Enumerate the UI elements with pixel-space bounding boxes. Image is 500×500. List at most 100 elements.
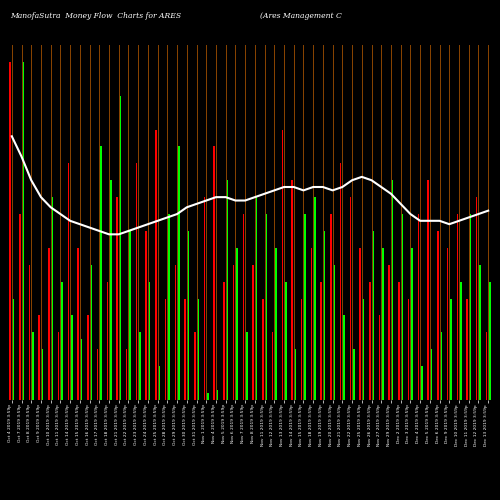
Bar bbox=[87, 316, 88, 400]
Bar bbox=[456, 214, 458, 400]
Bar bbox=[447, 248, 448, 400]
Bar bbox=[476, 197, 478, 400]
Bar bbox=[412, 248, 413, 400]
Bar bbox=[52, 197, 53, 400]
Bar bbox=[168, 214, 170, 400]
Bar bbox=[19, 214, 20, 400]
Bar bbox=[450, 298, 452, 400]
Bar bbox=[437, 231, 438, 400]
Bar bbox=[155, 130, 156, 400]
Bar bbox=[48, 248, 50, 400]
Bar bbox=[282, 130, 283, 400]
Bar bbox=[360, 248, 361, 400]
Bar bbox=[146, 231, 147, 400]
Bar bbox=[440, 332, 442, 400]
Bar bbox=[480, 265, 481, 400]
Bar bbox=[116, 197, 117, 400]
Bar bbox=[13, 298, 15, 400]
Bar bbox=[214, 146, 215, 400]
Bar bbox=[226, 180, 228, 400]
Bar bbox=[217, 390, 218, 400]
Bar bbox=[204, 197, 205, 400]
Bar bbox=[97, 350, 98, 400]
Text: ManofaSutra  Money Flow  Charts for ARES: ManofaSutra Money Flow Charts for ARES bbox=[10, 12, 181, 20]
Bar bbox=[460, 282, 462, 400]
Bar bbox=[340, 164, 342, 400]
Bar bbox=[139, 332, 140, 400]
Bar bbox=[301, 298, 302, 400]
Bar bbox=[42, 350, 43, 400]
Bar bbox=[392, 180, 394, 400]
Bar bbox=[304, 214, 306, 400]
Bar bbox=[320, 282, 322, 400]
Bar bbox=[130, 231, 131, 400]
Bar bbox=[100, 146, 102, 400]
Bar bbox=[126, 350, 128, 400]
Bar bbox=[252, 265, 254, 400]
Bar bbox=[136, 164, 137, 400]
Bar bbox=[369, 282, 370, 400]
Bar bbox=[466, 298, 468, 400]
Bar bbox=[431, 350, 432, 400]
Bar bbox=[489, 282, 490, 400]
Bar bbox=[71, 316, 72, 400]
Bar bbox=[388, 265, 390, 400]
Bar bbox=[285, 282, 286, 400]
Bar bbox=[272, 332, 274, 400]
Bar bbox=[379, 316, 380, 400]
Bar bbox=[68, 164, 69, 400]
Bar bbox=[344, 316, 345, 400]
Bar bbox=[408, 298, 410, 400]
Bar bbox=[242, 214, 244, 400]
Bar bbox=[418, 214, 419, 400]
Bar bbox=[194, 332, 196, 400]
Bar bbox=[295, 350, 296, 400]
Bar bbox=[32, 332, 34, 400]
Bar bbox=[363, 298, 364, 400]
Bar bbox=[233, 265, 234, 400]
Bar bbox=[29, 265, 30, 400]
Bar bbox=[81, 339, 82, 400]
Bar bbox=[149, 282, 150, 400]
Bar bbox=[10, 62, 11, 400]
Bar bbox=[276, 248, 277, 400]
Bar bbox=[158, 366, 160, 400]
Bar bbox=[262, 298, 264, 400]
Bar bbox=[178, 146, 180, 400]
Bar bbox=[90, 265, 92, 400]
Bar bbox=[165, 298, 166, 400]
Text: (Ares Management C: (Ares Management C bbox=[260, 12, 342, 20]
Bar bbox=[22, 62, 24, 400]
Bar bbox=[236, 248, 238, 400]
Bar bbox=[314, 197, 316, 400]
Bar bbox=[198, 298, 199, 400]
Bar bbox=[246, 332, 248, 400]
Bar bbox=[372, 231, 374, 400]
Bar bbox=[188, 231, 190, 400]
Bar bbox=[470, 214, 471, 400]
Bar bbox=[310, 248, 312, 400]
Bar bbox=[402, 214, 403, 400]
Bar bbox=[78, 248, 79, 400]
Bar bbox=[174, 265, 176, 400]
Bar bbox=[38, 316, 40, 400]
Bar bbox=[334, 265, 335, 400]
Bar bbox=[266, 214, 267, 400]
Bar bbox=[421, 366, 422, 400]
Bar bbox=[184, 298, 186, 400]
Bar bbox=[486, 332, 487, 400]
Bar bbox=[398, 282, 400, 400]
Bar bbox=[120, 96, 121, 400]
Bar bbox=[110, 180, 112, 400]
Bar bbox=[428, 180, 429, 400]
Bar bbox=[350, 197, 351, 400]
Bar bbox=[106, 282, 108, 400]
Bar bbox=[256, 197, 258, 400]
Bar bbox=[330, 214, 332, 400]
Bar bbox=[223, 282, 224, 400]
Bar bbox=[382, 248, 384, 400]
Bar bbox=[58, 332, 59, 400]
Bar bbox=[353, 350, 354, 400]
Bar bbox=[62, 282, 63, 400]
Bar bbox=[324, 231, 326, 400]
